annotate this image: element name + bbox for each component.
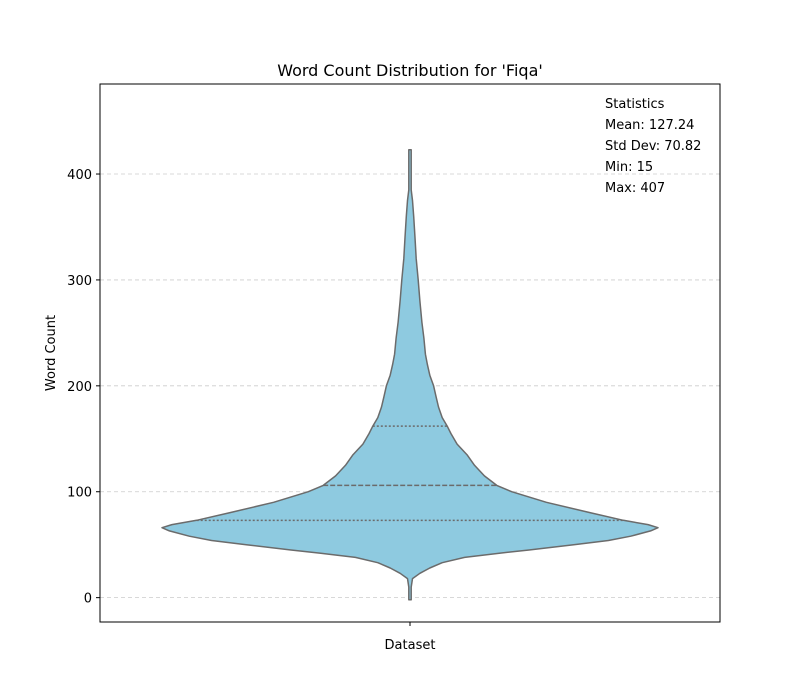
y-axis-label: Word Count [44,315,59,391]
chart-title: Word Count Distribution for 'Fiqa' [277,61,543,80]
stats-max: Max: 407 [605,181,665,196]
y-tick-label: 300 [67,274,92,289]
stats-std-dev: Std Dev: 70.82 [605,139,701,154]
stats-heading: Statistics [605,97,665,112]
stats-min: Min: 15 [605,160,653,175]
x-tick-label: Dataset [385,638,436,653]
stats-box: Statistics Mean: 127.24 Std Dev: 70.82 M… [605,97,701,196]
y-tick-label: 100 [67,486,92,501]
violin-body [161,148,659,601]
y-axis-ticks: 0 100 200 300 400 [67,168,100,607]
stats-mean: Mean: 127.24 [605,118,694,133]
y-tick-label: 200 [67,380,92,395]
y-tick-label: 0 [84,592,92,607]
y-tick-label: 400 [67,168,92,183]
quartile-lines [196,425,624,522]
x-axis-ticks: Dataset [385,622,436,653]
